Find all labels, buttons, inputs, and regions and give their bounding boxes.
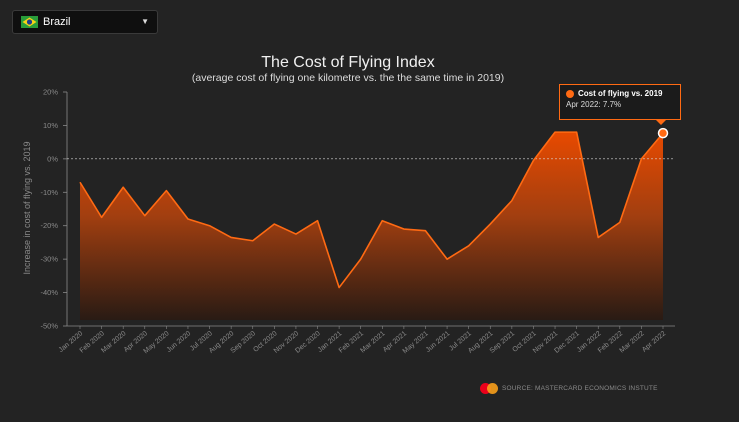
y-tick-label: -20%	[40, 221, 58, 230]
data-tooltip: Cost of flying vs. 2019 Apr 2022: 7.7%	[559, 84, 681, 125]
source-text: SOURCE: MASTERCARD ECONOMICS INSTUTE	[502, 385, 658, 392]
y-axis-label: Increase in cost of flying vs. 2019	[22, 141, 32, 274]
y-tick-label: -30%	[40, 255, 58, 264]
mastercard-logo-icon	[480, 383, 498, 394]
x-tick-label: Apr 2022	[641, 330, 667, 354]
x-tick-label: Jun 2021	[425, 330, 452, 354]
tooltip-value: Apr 2022: 7.7%	[566, 100, 622, 109]
y-tick-label: -50%	[40, 322, 58, 331]
chart-title: The Cost of Flying Index	[261, 54, 434, 71]
chart-subtitle: (average cost of flying one kilometre vs…	[192, 72, 504, 84]
country-selector-label: Brazil	[43, 16, 71, 28]
chevron-down-icon: ▼	[141, 17, 149, 26]
series-dot-icon	[566, 89, 574, 98]
plot-area: 20%10%0%-10%-20%-30%-40%-50%Jan 2020Feb …	[40, 88, 675, 355]
tooltip-title: Cost of flying vs. 2019	[578, 89, 663, 98]
country-selector[interactable]: Brazil ▼	[12, 10, 158, 34]
x-tick-label: Jun 2020	[166, 330, 193, 354]
y-tick-label: -10%	[40, 188, 58, 197]
brazil-flag-icon	[21, 16, 38, 28]
y-tick-label: 20%	[43, 88, 58, 97]
source-note: SOURCE: MASTERCARD ECONOMICS INSTUTE	[480, 383, 658, 394]
y-tick-label: 10%	[43, 121, 58, 130]
highlight-point	[657, 127, 669, 139]
y-tick-label: -40%	[40, 288, 58, 297]
series-line	[79, 131, 664, 289]
y-tick-label: 0%	[47, 154, 58, 163]
tooltip-arrow	[656, 120, 666, 125]
series-area	[80, 132, 663, 320]
